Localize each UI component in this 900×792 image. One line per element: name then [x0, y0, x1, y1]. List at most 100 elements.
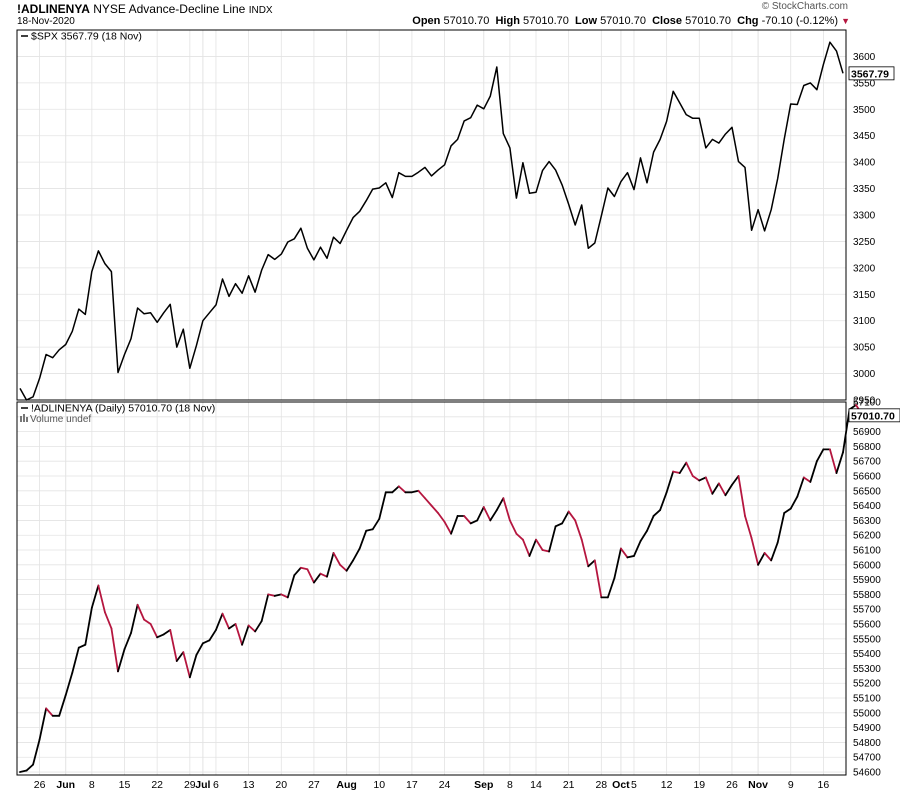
adl-segment	[842, 408, 851, 454]
panel-frame	[16, 401, 847, 776]
adl-segment	[535, 538, 544, 551]
adl-segment	[704, 476, 714, 495]
open-label: Open	[412, 15, 441, 27]
adl-segment	[606, 577, 616, 599]
adl-segment	[64, 671, 74, 696]
adl-segment	[430, 504, 439, 514]
y-tick-label: 3550	[853, 78, 876, 89]
adl-segment	[397, 485, 407, 494]
adl-segment	[241, 624, 250, 646]
adl-segment	[358, 529, 368, 550]
adl-segment	[567, 510, 577, 522]
adl-segment	[548, 525, 557, 553]
y-tick-label: 55900	[853, 575, 881, 586]
adl-segment	[522, 538, 531, 557]
y-tick-label: 56300	[853, 516, 881, 527]
legend-label: !ADLINENYA (Daily) 57010.70 (18 Nov)	[31, 403, 215, 415]
adl-segment	[273, 593, 283, 597]
adl-segment	[149, 623, 159, 639]
y-tick-label: 55200	[853, 679, 881, 690]
x-tick-label: 19	[693, 779, 705, 791]
last-value-label: 57010.70	[851, 410, 895, 422]
adl-segment	[378, 491, 387, 520]
adl-segment	[593, 559, 603, 599]
adl-segment	[711, 482, 720, 495]
adl-segment	[306, 568, 315, 584]
adl-segment	[411, 489, 420, 494]
adl-segment	[698, 476, 707, 482]
y-tick-label: 3350	[853, 184, 876, 195]
adl-segment	[580, 538, 590, 568]
x-tick-label: 24	[439, 779, 451, 791]
x-tick-label: Nov	[748, 779, 768, 791]
close-label: Close	[652, 15, 683, 27]
adl-segment	[528, 538, 537, 557]
x-tick-label: 28	[595, 779, 607, 791]
high-value: 57010.70	[522, 15, 569, 27]
low-label: Low	[575, 15, 597, 27]
y-tick-label: 3600	[853, 52, 876, 63]
adl-segment	[443, 520, 452, 535]
y-tick-label: 55700	[853, 605, 881, 616]
adl-segment	[313, 572, 322, 584]
adl-segment	[574, 519, 583, 541]
y-tick-label: 3300	[853, 211, 876, 222]
x-tick-label: Oct	[612, 779, 630, 791]
x-tick-label: Sep	[474, 779, 493, 791]
adl-segment	[665, 470, 675, 494]
y-tick-label: 3400	[853, 158, 876, 169]
high-label: High	[495, 15, 520, 27]
y-tick-label: 3450	[853, 131, 876, 142]
adl-segment	[639, 529, 648, 543]
last-value-box	[848, 408, 900, 423]
adl-segment	[437, 512, 446, 523]
y-tick-label: 56500	[853, 486, 881, 497]
x-tick-label: 27	[308, 779, 320, 791]
y-tick-label: 55400	[853, 649, 881, 660]
x-tick-label: 26	[726, 779, 738, 791]
y-tick-label: 56600	[853, 472, 881, 483]
adl-segment	[19, 769, 28, 773]
symbol: !ADLINENYA	[17, 2, 90, 16]
adl-segment	[286, 574, 296, 599]
y-tick-label: 54700	[853, 753, 881, 764]
y-tick-label: 3250	[853, 237, 876, 248]
adl-segment	[424, 497, 433, 507]
adl-segment	[201, 639, 211, 645]
adl-segment	[783, 507, 792, 514]
volume-icon	[26, 417, 28, 422]
x-tick-label: 22	[151, 779, 163, 791]
adl-segment	[175, 651, 185, 662]
adl-segment	[169, 629, 178, 662]
y-tick-label: 56100	[853, 546, 881, 557]
adl-segment	[672, 470, 681, 474]
x-tick-label: 16	[818, 779, 830, 791]
watermark: © StockCharts.com	[761, 1, 848, 12]
adl-segment	[345, 559, 355, 572]
adl-segment	[652, 509, 662, 517]
adl-segment	[299, 566, 309, 571]
adl-segment	[182, 651, 191, 679]
legend-label: $SPX 3567.79 (18 Nov)	[31, 31, 142, 43]
close-value: 57010.70	[685, 15, 731, 27]
adl-segment	[626, 555, 635, 559]
adl-segment	[678, 461, 688, 474]
adl-segment	[58, 694, 67, 717]
x-tick-label: 12	[661, 779, 673, 791]
y-tick-label: 57100	[853, 398, 881, 409]
last-value-label: 3567.79	[851, 68, 889, 80]
adl-segment	[326, 552, 335, 578]
y-tick-label: 56200	[853, 531, 881, 542]
adl-segment	[228, 623, 237, 630]
adl-segment	[371, 518, 381, 531]
adl-segment	[829, 448, 838, 474]
y-tick-label: 56900	[853, 427, 881, 438]
adl-segment	[260, 593, 270, 622]
chg-label: Chg	[737, 15, 759, 27]
y-tick-label: 54900	[853, 723, 881, 734]
x-tick-label: 29	[184, 779, 196, 791]
adl-segment	[143, 618, 152, 625]
down-arrow-icon: ▼	[841, 16, 850, 26]
